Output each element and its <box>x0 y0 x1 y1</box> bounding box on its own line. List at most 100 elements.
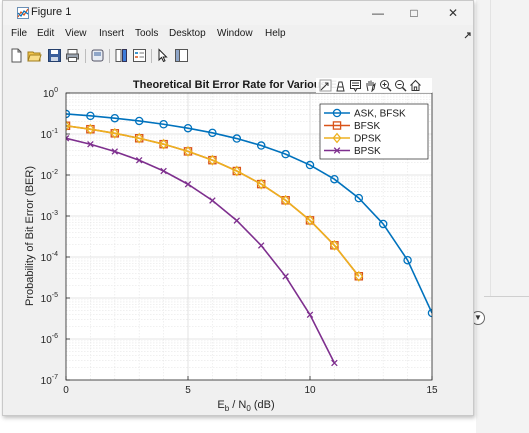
data-point <box>330 174 339 184</box>
close-button[interactable]: ✕ <box>447 6 459 20</box>
legend-entry[interactable]: DPSK <box>324 132 382 145</box>
data-point <box>232 165 242 177</box>
data-point <box>183 123 193 133</box>
data-point <box>134 132 144 144</box>
link-plot-icon[interactable] <box>90 48 105 63</box>
legend-label: BPSK <box>354 146 381 157</box>
data-point <box>159 120 168 129</box>
menu-insert[interactable]: Insert <box>99 28 125 39</box>
zoom-in-icon[interactable] <box>380 80 392 92</box>
y-axis-label: Probability of Bit Error (BER) <box>24 166 36 306</box>
toolbar-separator <box>109 49 110 63</box>
data-point <box>354 270 364 282</box>
data-point <box>208 128 217 138</box>
data-point <box>306 311 314 319</box>
home-icon[interactable] <box>410 79 421 91</box>
menu-file[interactable]: File <box>11 28 28 39</box>
data-point <box>209 197 216 204</box>
edit-plot-icon[interactable] <box>156 48 171 63</box>
menu-tools[interactable]: Tools <box>135 28 159 39</box>
legend-entry[interactable]: BFSK <box>324 121 380 132</box>
axes-toolbar <box>316 78 432 93</box>
data-point <box>256 178 266 190</box>
x-axis-label: Eb / N0 (dB) <box>217 399 274 413</box>
series-dpsk[interactable] <box>62 120 364 282</box>
menu-help[interactable]: Help <box>265 28 286 39</box>
chart-title: Theoretical Bit Error Rate for Various E <box>133 79 337 91</box>
data-point <box>256 141 266 150</box>
data-point <box>134 116 144 126</box>
x-tick-label: 10 <box>304 385 316 396</box>
data-point <box>282 273 289 280</box>
data-point <box>86 111 95 121</box>
series-line[interactable] <box>66 124 360 277</box>
insert-colorbar-icon[interactable] <box>114 48 129 63</box>
figure-toolbar <box>3 45 473 67</box>
data-point <box>281 149 290 159</box>
series-bpsk[interactable] <box>63 135 338 367</box>
legend-entry[interactable]: ASK, BFSK <box>324 109 406 120</box>
data-tips-icon[interactable] <box>350 80 361 92</box>
data-point <box>403 255 412 265</box>
legend-label: DPSK <box>354 134 382 145</box>
toolbar-separator <box>85 49 86 63</box>
x-tick-label: 5 <box>185 385 191 396</box>
data-point <box>332 132 342 144</box>
legend-entry[interactable]: BPSK <box>324 146 381 157</box>
figure-canvas: 0 5 10 15 100 10-1 10-2 10-3 10-4 10-5 10-6 10-7 Th… <box>3 69 473 415</box>
y-tick-label: 100 <box>43 87 58 100</box>
open-file-icon[interactable] <box>27 48 42 63</box>
axes-box <box>65 92 433 381</box>
menu-overflow-icon[interactable] <box>464 32 472 40</box>
legend-label: BFSK <box>354 121 380 132</box>
data-point <box>331 359 338 367</box>
data-point <box>233 217 241 224</box>
data-point <box>160 167 167 175</box>
export-icon[interactable] <box>319 79 332 92</box>
series-line[interactable] <box>66 113 432 314</box>
new-figure-icon[interactable] <box>9 48 24 63</box>
menu-view[interactable]: View <box>65 28 87 39</box>
data-point <box>183 145 193 157</box>
series-layer <box>62 109 435 367</box>
x-tick-label: 15 <box>426 385 438 396</box>
pan-icon[interactable] <box>366 80 376 92</box>
menu-edit[interactable]: Edit <box>37 28 55 39</box>
series-ask-bfsk[interactable] <box>62 109 435 318</box>
data-point <box>87 140 94 148</box>
property-inspector-icon[interactable] <box>174 48 189 63</box>
minimize-button[interactable]: — <box>372 6 384 20</box>
axis-ticks: 0 5 10 15 100 10-1 10-2 10-3 10-4 10-5 10-6 10-7 <box>41 87 438 396</box>
y-tick-label: 10-7 <box>41 374 58 387</box>
data-point <box>305 160 315 170</box>
data-point <box>281 194 291 206</box>
y-tick-label: 10-5 <box>41 292 58 305</box>
data-point <box>66 120 71 132</box>
save-icon[interactable] <box>47 48 62 63</box>
y-tick-label: 10-4 <box>41 251 58 264</box>
data-point <box>378 219 388 229</box>
data-point <box>333 147 341 154</box>
menu-bar: File Edit View Insert Tools Desktop Wind… <box>3 27 473 45</box>
brush-icon[interactable] <box>336 81 345 92</box>
data-point <box>111 148 119 155</box>
maximize-button[interactable]: □ <box>410 6 418 20</box>
zoom-out-icon[interactable] <box>395 80 407 92</box>
data-point <box>207 154 217 166</box>
data-point <box>332 108 342 118</box>
print-icon[interactable] <box>65 48 80 63</box>
series-line[interactable] <box>66 137 336 364</box>
data-point <box>110 127 120 139</box>
x-tick-label: 0 <box>63 385 69 396</box>
data-point <box>232 134 242 143</box>
ber-plot: 0 5 10 15 100 10-1 10-2 10-3 10-4 10-5 10-6 10-7 Th… <box>24 78 438 413</box>
menu-desktop[interactable]: Desktop <box>169 28 206 39</box>
menu-window[interactable]: Window <box>217 28 253 39</box>
insert-legend-icon[interactable] <box>132 48 147 63</box>
window-title: Figure 1 <box>31 6 72 18</box>
y-tick-label: 10-3 <box>41 210 58 223</box>
panel-divider <box>490 0 491 296</box>
data-point <box>66 135 70 142</box>
